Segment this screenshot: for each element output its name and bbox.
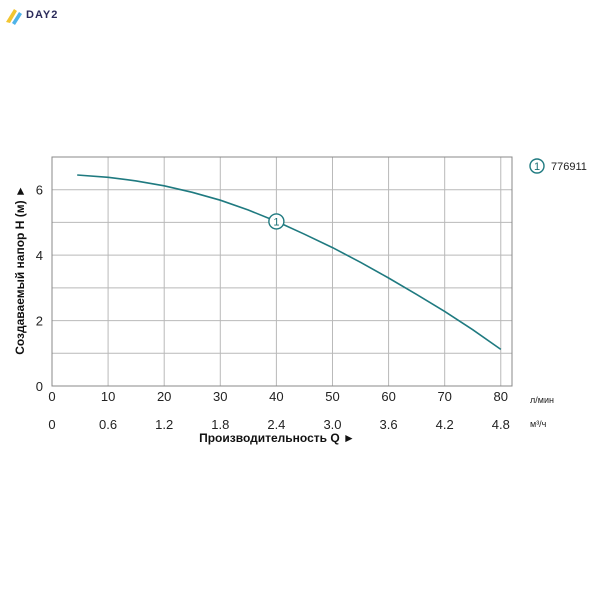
x-tick-label: 0 (48, 389, 55, 404)
x-tick-label: 50 (325, 389, 339, 404)
x-tick-label: 30 (213, 389, 227, 404)
y-axis-title: Создаваемый напор H (м) ► (13, 185, 27, 355)
x2-tick-label: 0.6 (99, 417, 117, 432)
legend-marker-label: 1 (534, 161, 540, 173)
legend: 1 776911 (529, 158, 587, 174)
brand-logo: DAY2 (4, 6, 64, 26)
x2-tick-label: 3.0 (323, 417, 341, 432)
x2-tick-label: 1.2 (155, 417, 173, 432)
x-tick-label: 10 (101, 389, 115, 404)
y-tick-label: 0 (36, 379, 43, 394)
x-tick-label: 80 (494, 389, 508, 404)
plot-area (51, 156, 513, 387)
y-tick-label: 4 (36, 248, 43, 263)
x-axis-ticks: 0 10 20 30 40 50 60 70 80 (48, 389, 508, 404)
x-tick-label: 40 (269, 389, 283, 404)
y-tick-label: 6 (36, 183, 43, 198)
legend-marker-circle (529, 158, 545, 174)
x-axis-unit: л/мин (530, 395, 554, 405)
x-axis-title: Производительность Q ► (199, 431, 355, 445)
x2-axis-unit: м³/ч (530, 419, 547, 429)
x2-tick-label: 4.8 (492, 417, 510, 432)
y-tick-label: 2 (36, 314, 43, 329)
x2-tick-label: 4.2 (436, 417, 454, 432)
x2-tick-label: 3.6 (380, 417, 398, 432)
x-tick-label: 70 (437, 389, 451, 404)
grid (52, 157, 512, 386)
brand-name: DAY2 (26, 9, 59, 21)
series-marker: 1 (268, 213, 285, 230)
brand-logo-mark (6, 9, 22, 25)
x-tick-label: 20 (157, 389, 171, 404)
legend-series-name: 776911 (551, 161, 587, 173)
x2-tick-label: 0 (48, 417, 55, 432)
series-marker-label: 1 (273, 216, 279, 228)
series-line (77, 174, 502, 351)
x2-axis-ticks: 0 0.6 1.2 1.8 2.4 3.0 3.6 4.2 4.8 (48, 417, 509, 432)
y-axis-ticks: 0 2 4 6 (36, 183, 43, 394)
x2-tick-label: 1.8 (211, 417, 229, 432)
x2-tick-label: 2.4 (267, 417, 285, 432)
series-marker-circle (268, 213, 285, 230)
x-tick-label: 60 (381, 389, 395, 404)
